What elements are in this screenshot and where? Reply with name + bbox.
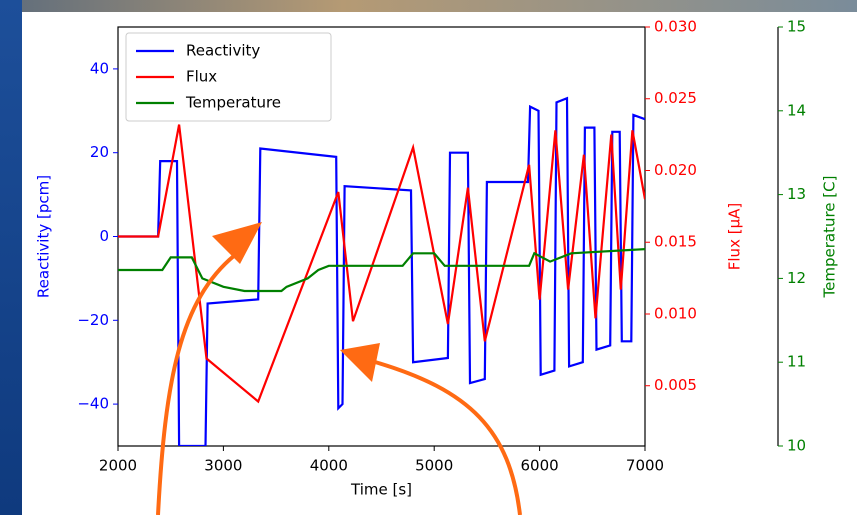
- legend-label: Flux: [186, 68, 217, 86]
- arrow: [156, 253, 237, 516]
- y-tick-label: 0: [99, 227, 109, 245]
- y3-tick-label: 10: [787, 437, 806, 455]
- y3-tick-label: 12: [787, 269, 806, 287]
- y-axis-label: Reactivity [pcm]: [35, 175, 53, 298]
- y2-axis-label: Flux [μA]: [726, 203, 744, 270]
- arrow: [374, 360, 522, 516]
- photo-strip: [0, 0, 857, 12]
- x-tick-label: 7000: [626, 457, 664, 475]
- y2-tick-label: 0.025: [654, 89, 697, 107]
- y2-tick-label: 0.010: [654, 304, 697, 322]
- x-axis-label: Time [s]: [350, 481, 412, 499]
- arrow-head: [212, 222, 262, 264]
- y3-tick-label: 11: [787, 353, 806, 371]
- arrow-head: [340, 343, 380, 382]
- y-tick-label: 20: [90, 143, 109, 161]
- legend-label: Reactivity: [186, 42, 260, 60]
- side-band: [0, 0, 22, 515]
- y-tick-label: −20: [77, 311, 109, 329]
- y2-tick-label: 0.020: [654, 161, 697, 179]
- series-line: [118, 96, 645, 446]
- y3-tick-label: 13: [787, 185, 806, 203]
- x-tick-label: 2000: [99, 457, 137, 475]
- x-tick-label: 6000: [521, 457, 559, 475]
- y3-axis-label: Temperature [C]: [821, 176, 839, 299]
- legend-label: Temperature: [185, 94, 281, 112]
- x-tick-label: 3000: [204, 457, 242, 475]
- y-tick-label: 40: [90, 59, 109, 77]
- y-tick-label: −40: [77, 395, 109, 413]
- x-tick-label: 5000: [415, 457, 453, 475]
- plot-area: [118, 96, 645, 446]
- x-tick-label: 4000: [310, 457, 348, 475]
- legend-box: [125, 32, 332, 122]
- y2-tick-label: 0.030: [654, 18, 697, 36]
- y2-tick-label: 0.015: [654, 233, 697, 251]
- y2-tick-label: 0.005: [654, 376, 697, 394]
- y3-tick-label: 14: [787, 101, 806, 119]
- series-line: [118, 124, 645, 404]
- series-line: [118, 248, 645, 293]
- y3-tick-label: 15: [787, 18, 806, 36]
